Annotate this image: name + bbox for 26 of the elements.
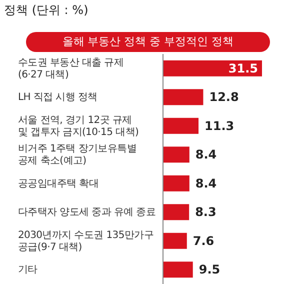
data-label: 8.4 [195, 176, 217, 190]
bar [163, 204, 190, 220]
y-tick-label: 비거주 1주택 장기보유특별 공제 축소(예고) [18, 143, 137, 166]
data-label: 9.5 [198, 262, 220, 277]
bar [163, 146, 190, 163]
bar [163, 60, 262, 76]
y-tick-label: 공공임대주택 확대 [18, 178, 98, 189]
bar [163, 89, 204, 106]
data-label: 11.3 [204, 118, 234, 133]
data-label: 8.3 [195, 205, 216, 220]
y-tick-label: 서울 전역, 경기 12곳 규제 및 갭투자 금지(10·15 대책) [18, 114, 139, 138]
bar [163, 262, 193, 278]
chart-title: 올해 부동산 정책 중 부정적인 정책 [26, 32, 270, 52]
text: 정책 (단위 : %) [4, 2, 88, 19]
data-label: 7.6 [192, 234, 214, 248]
y-tick-label: LH 직접 시행 정책 [18, 92, 98, 103]
y-tick-label: 2030년까지 수도권 135만가구 공급(9·7 대책) [18, 229, 154, 252]
data-label: 12.8 [209, 90, 239, 104]
bar [163, 175, 190, 192]
bar [163, 232, 187, 249]
y-tick-label: 기타 [18, 264, 38, 276]
y-tick-label: 수도권 부동산 대출 규제 (6·27 대책) [18, 56, 124, 80]
y-tick-label: 다주택자 양도세 중과 유예 종료 [18, 206, 156, 218]
data-label: 8.4 [195, 148, 217, 162]
bar [163, 118, 199, 134]
data-label: 31.5 [228, 61, 258, 76]
